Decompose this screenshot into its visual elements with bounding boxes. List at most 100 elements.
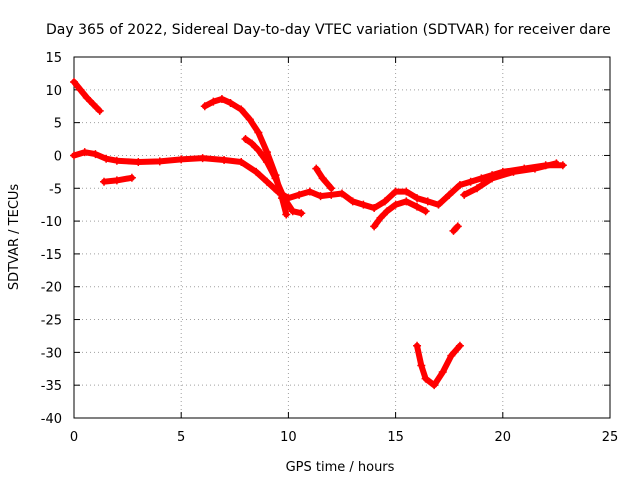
data-point [70, 151, 78, 160]
data-point [391, 187, 400, 196]
plot-frame [73, 56, 611, 419]
data-point [217, 95, 226, 104]
x-axis-label: GPS time / hours [286, 460, 395, 475]
data-point [434, 200, 443, 209]
data-point [391, 200, 400, 209]
data-point [413, 341, 422, 350]
data-point [466, 177, 475, 186]
data-point [430, 381, 439, 390]
data-point [220, 156, 229, 165]
data-point [449, 226, 458, 235]
data-point [316, 192, 325, 201]
y-tick-label: -25 [41, 314, 62, 329]
data-point [417, 361, 426, 370]
x-tick-label: 0 [70, 430, 78, 445]
data-point [376, 213, 385, 222]
data-point [226, 98, 235, 107]
x-tick-label: 10 [280, 430, 297, 445]
data-point [297, 209, 306, 218]
data-point [402, 187, 411, 196]
data-point [509, 167, 518, 176]
data-point [438, 368, 447, 377]
data-point [338, 189, 346, 198]
data-point [95, 106, 104, 115]
data-point [383, 207, 392, 216]
data-point [318, 174, 327, 183]
data-point [245, 115, 254, 124]
data-point [70, 77, 78, 86]
data-point [413, 202, 422, 211]
data-point [421, 374, 430, 383]
data-point [295, 190, 304, 199]
data-point [305, 187, 314, 196]
data-point [247, 139, 256, 148]
series-arc-10 [461, 160, 560, 198]
data-point [359, 200, 368, 209]
y-tick-label: -30 [41, 346, 62, 361]
data-point [453, 222, 462, 231]
data-point [413, 194, 422, 203]
data-point [89, 100, 98, 109]
data-point [370, 203, 379, 212]
y-tick-label: -40 [41, 412, 62, 427]
data-point [102, 154, 111, 163]
data-point [282, 210, 291, 219]
data-point [455, 180, 464, 189]
data-point [112, 156, 121, 165]
data-point [262, 177, 271, 186]
data-point [421, 207, 430, 216]
data-point [288, 207, 297, 216]
x-tick-label: 20 [495, 430, 512, 445]
data-point [312, 164, 321, 173]
data-point [155, 157, 164, 166]
data-point [380, 197, 389, 206]
data-point [237, 105, 246, 114]
y-tick-label: 10 [45, 84, 62, 99]
data-point [177, 155, 186, 164]
data-point [445, 190, 454, 199]
data-point [252, 167, 261, 176]
x-tick-label: 15 [387, 430, 404, 445]
y-tick-label: 5 [54, 117, 62, 132]
data-point [370, 222, 379, 231]
data-point [80, 148, 89, 157]
y-axis-label: SDTVAR / TECUs [7, 184, 22, 291]
data-point [488, 174, 497, 183]
data-point [402, 197, 411, 206]
data-point [82, 93, 91, 102]
data-point [112, 176, 121, 185]
data-point [237, 158, 246, 167]
grid [74, 57, 610, 418]
data-point [447, 351, 456, 360]
data-point [241, 135, 250, 144]
data-point [127, 173, 136, 182]
data-point [460, 190, 469, 199]
data-point [134, 158, 143, 167]
data-point [198, 154, 207, 163]
y-tick-label: -20 [41, 281, 62, 296]
y-tick-label: -10 [41, 215, 62, 230]
x-tick-label: 5 [177, 430, 185, 445]
y-tick-label: 0 [54, 149, 62, 164]
data-series [70, 77, 567, 390]
data-point [100, 177, 109, 186]
data-point [348, 197, 357, 206]
data-point [455, 341, 464, 350]
data-point [262, 158, 271, 167]
y-tick-label: -5 [49, 182, 62, 197]
y-tick-label: -35 [41, 379, 62, 394]
x-tick-label: 25 [602, 430, 619, 445]
data-point [262, 148, 271, 157]
data-point [200, 102, 209, 111]
chart-title: Day 365 of 2022, Sidereal Day-to-day VTE… [46, 22, 611, 38]
data-point [280, 194, 289, 203]
y-tick-label: -15 [41, 248, 62, 263]
data-point [477, 174, 486, 183]
data-point [558, 161, 567, 170]
data-point [473, 184, 482, 193]
data-point [327, 184, 336, 193]
data-point [552, 159, 561, 168]
y-tick-label: 15 [45, 51, 62, 66]
